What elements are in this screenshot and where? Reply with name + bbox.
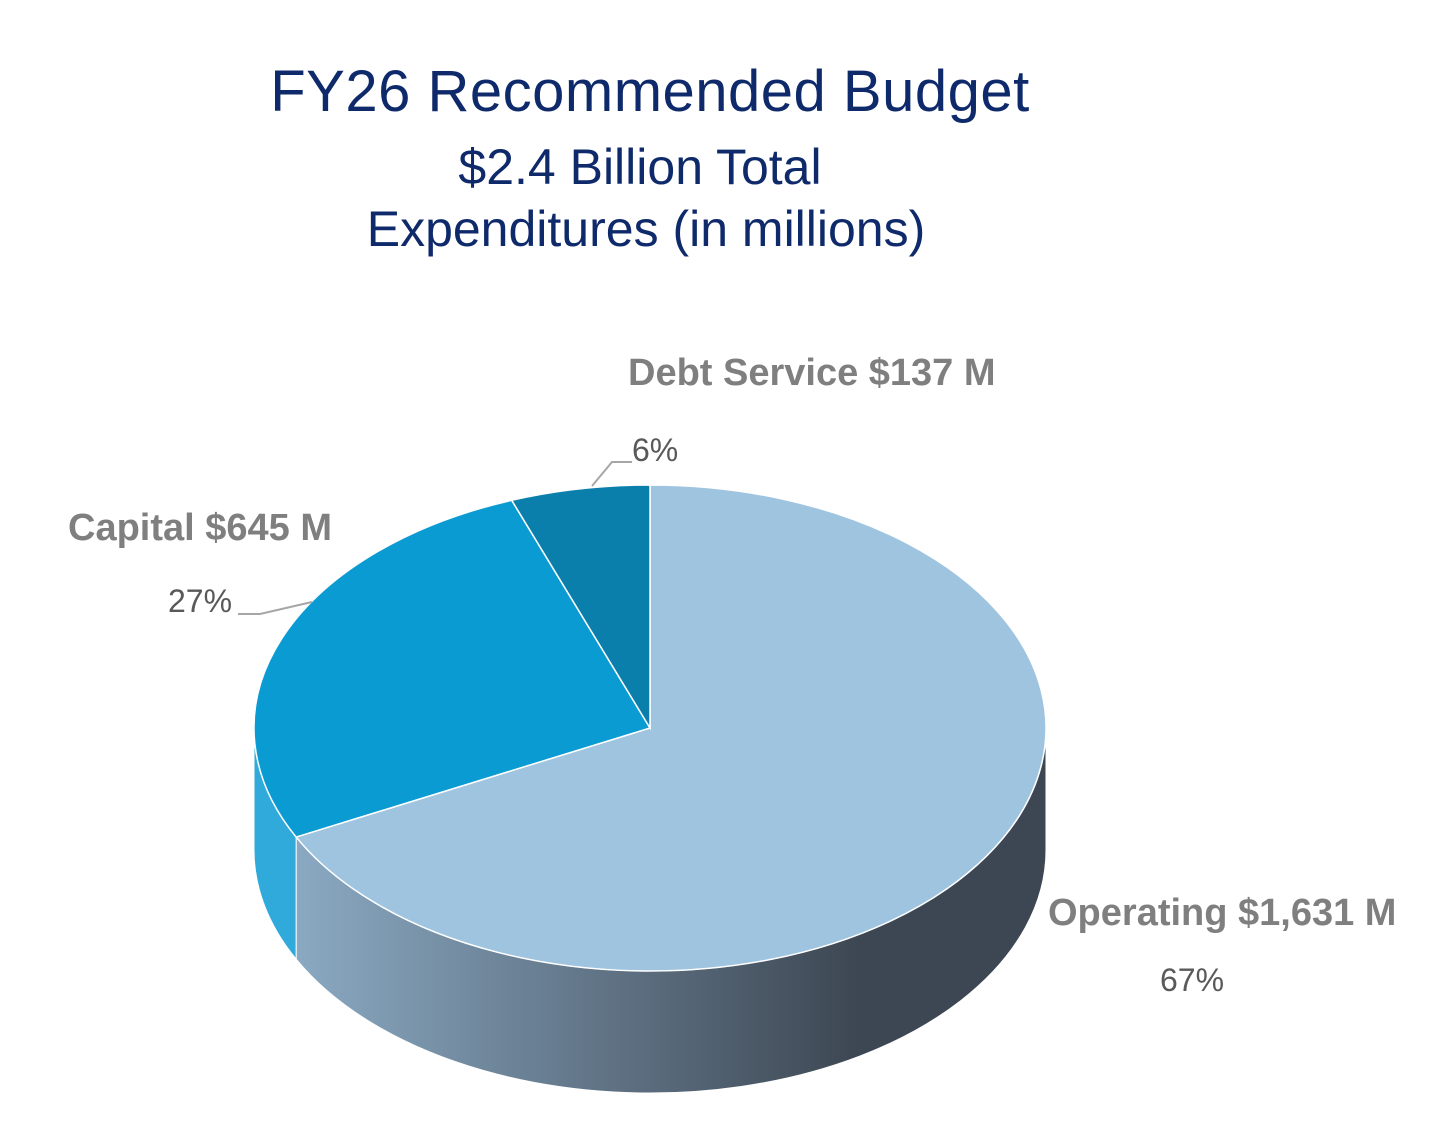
slice-percent-operating: 67%	[1160, 962, 1225, 998]
leader-line-debt-service	[591, 461, 632, 487]
leader-line-capital	[238, 601, 313, 615]
pie-slice-operating	[294, 484, 1047, 972]
slice-label-capital: Capital $645 M	[68, 507, 332, 549]
chart-title: FY26 Recommended Budget	[270, 59, 1030, 124]
slice-percent-debt-service: 6%	[632, 432, 679, 468]
chart-subtitle-total: $2.4 Billion Total	[458, 139, 822, 195]
slice-label-operating: Operating $1,631 M	[1048, 892, 1397, 934]
chart-subtitle-units: Expenditures (in millions)	[366, 201, 926, 257]
slice-label-debt-service: Debt Service $137 M	[628, 352, 996, 394]
slice-percent-capital: 27%	[168, 583, 233, 619]
pie-slice-debt-service	[510, 484, 651, 731]
pie-slice-capital	[253, 499, 652, 838]
